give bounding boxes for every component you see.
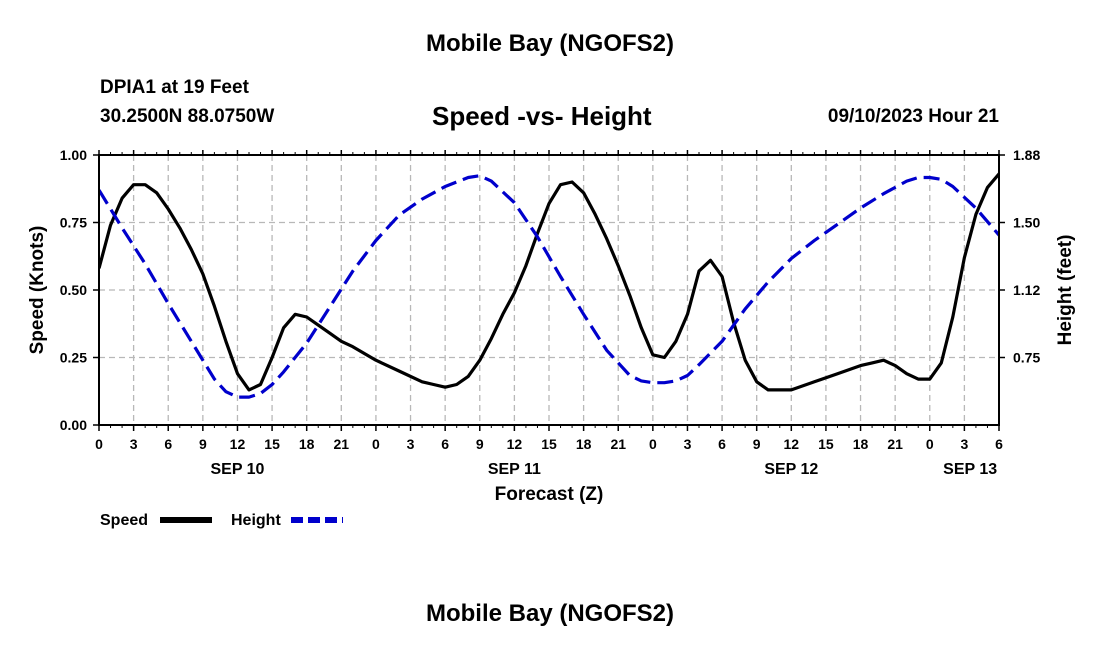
x-tick-label: 18: [576, 436, 592, 452]
y2-tick-label: 0.75: [1013, 350, 1040, 366]
x-tick-label: 0: [649, 436, 657, 452]
footer-title: Mobile Bay (NGOFS2): [425, 600, 675, 627]
x-tick-label: 15: [264, 436, 280, 452]
x-date-label: SEP 10: [210, 461, 264, 478]
x-tick-label: 6: [718, 436, 726, 452]
chart-title: Mobile Bay (NGOFS2): [425, 30, 675, 57]
x-tick-label: 9: [199, 436, 207, 452]
series-layer: [99, 172, 999, 399]
x-tick-label: 6: [164, 436, 172, 452]
x-tick-label: 15: [541, 436, 557, 452]
axes: 0 3 6 9 12 15 18 21 0 3 6 9 12 15 18 21 0 3 6 9 12 15 18 21 0 3 6 S…: [60, 147, 1041, 478]
y-tick-label: 1.00: [60, 147, 87, 163]
forecast-datetime: 09/10/2023 Hour 21: [827, 106, 999, 127]
chart-subtitle: Speed -vs- Height: [432, 101, 652, 131]
x-date-label: SEP 13: [943, 461, 997, 478]
x-tick-label: 3: [130, 436, 138, 452]
legend-height-label: Height: [231, 512, 281, 529]
legend-speed-label: Speed: [100, 512, 148, 529]
x-tick-label: 0: [372, 436, 380, 452]
y-tick-label: 0.00: [60, 417, 87, 433]
x-tick-label: 12: [784, 436, 800, 452]
x-date-label: SEP 11: [488, 461, 541, 478]
y2-axis-title: Height (feet): [1055, 235, 1076, 346]
x-tick-label: 21: [887, 436, 903, 452]
x-tick-label: 12: [507, 436, 523, 452]
x-tick-label: 3: [407, 436, 415, 452]
series-line-height: [99, 174, 999, 399]
station-coordinates: 30.2500N 88.0750W: [100, 106, 275, 127]
x-date-label: SEP 12: [764, 461, 818, 478]
x-tick-label: 6: [441, 436, 449, 452]
x-tick-label: 15: [818, 436, 834, 452]
x-tick-label: 9: [476, 436, 484, 452]
y-tick-label: 0.25: [60, 350, 87, 366]
legend: Speed Height: [100, 512, 343, 529]
x-tick-label: 21: [610, 436, 626, 452]
y2-tick-label: 1.50: [1013, 215, 1040, 231]
y-tick-label: 0.75: [60, 215, 87, 231]
x-tick-label: 0: [926, 436, 934, 452]
x-tick-label: 18: [299, 436, 315, 452]
y-axis-title: Speed (Knots): [27, 226, 48, 355]
x-tick-label: 3: [960, 436, 968, 452]
x-tick-label: 3: [684, 436, 692, 452]
x-axis-title: Forecast (Z): [495, 484, 604, 505]
y-tick-label: 0.50: [60, 282, 87, 298]
station-label: DPIA1 at 19 Feet: [100, 77, 249, 98]
x-tick-label: 9: [753, 436, 761, 452]
x-tick-label: 18: [853, 436, 869, 452]
y2-tick-label: 1.88: [1013, 147, 1040, 163]
x-tick-label: 0: [95, 436, 103, 452]
series-line-speed: [99, 172, 999, 392]
y2-tick-label: 1.12: [1013, 282, 1040, 298]
x-tick-label: 12: [230, 436, 246, 452]
grid: [99, 154, 999, 425]
x-tick-label: 6: [995, 436, 1003, 452]
x-tick-label: 21: [334, 436, 350, 452]
